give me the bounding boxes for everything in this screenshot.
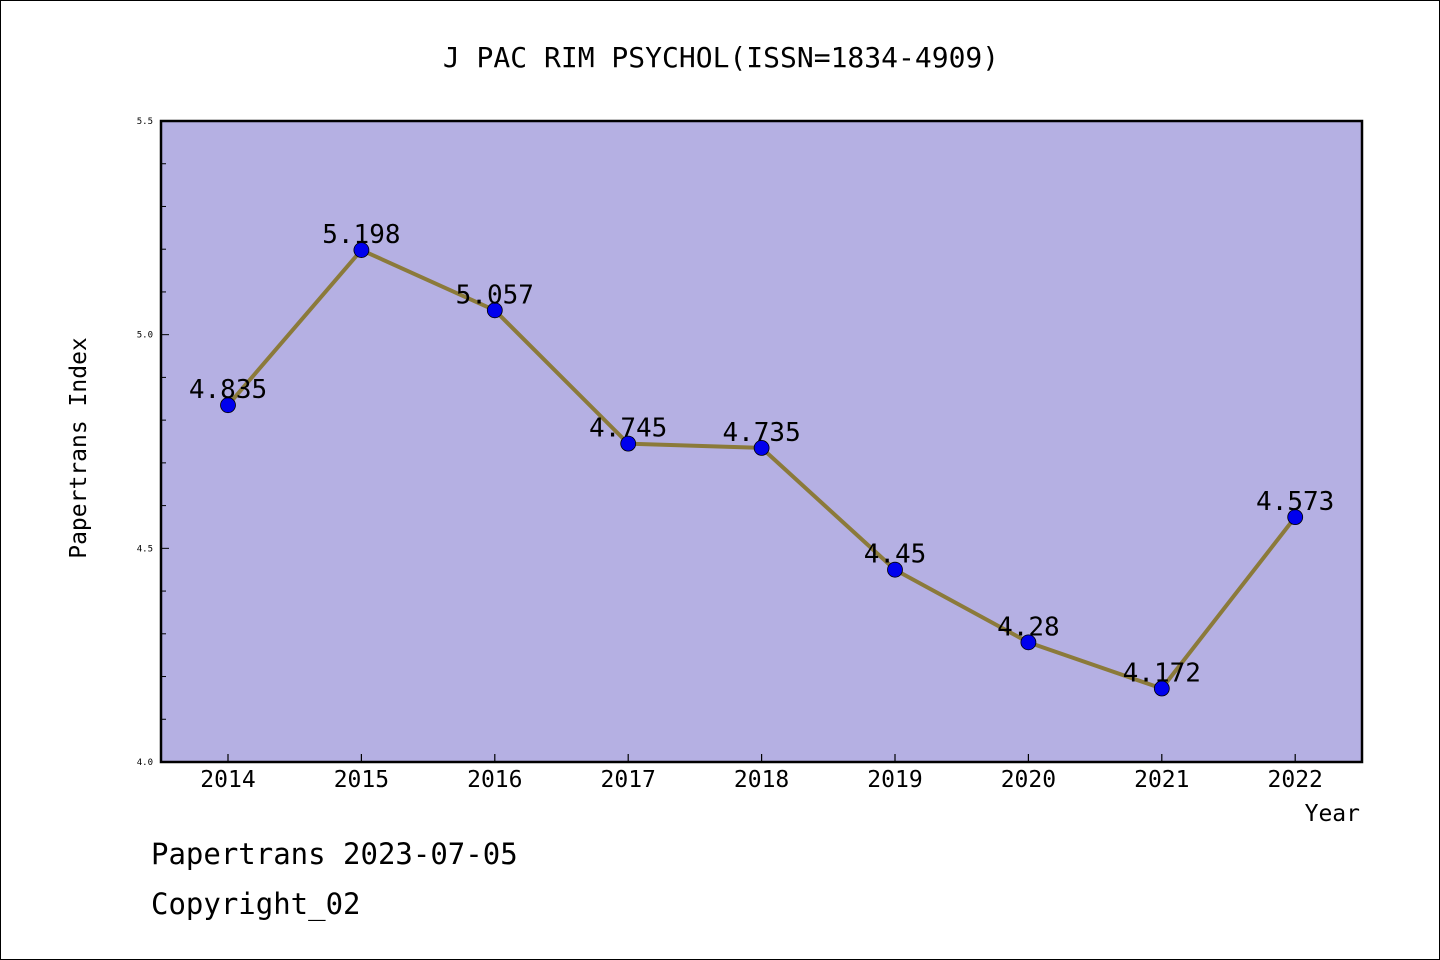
data-point: [887, 561, 903, 578]
data-points: [220, 242, 1304, 697]
data-label: 5.057: [456, 280, 534, 310]
data-label: 4.172: [1123, 658, 1201, 688]
data-point: [1020, 634, 1037, 651]
data-point: [620, 435, 637, 452]
y-axis-label: Papertrans Index: [66, 337, 92, 559]
data-point: [1153, 680, 1170, 697]
data-label: 4.745: [589, 414, 667, 444]
data-label: 4.28: [997, 612, 1060, 642]
data-label: 5.198: [322, 220, 400, 250]
data-point: [353, 242, 370, 258]
x-tick-label: 2017: [601, 767, 656, 793]
data-labels: 4.835 5.198 5.057 4.745 4.735 4.45 4.28 4.172 4.…: [189, 220, 1334, 688]
x-tick-label: 2018: [734, 767, 789, 793]
y-tick-label: 4.0: [137, 758, 153, 768]
x-tick-label: 2016: [467, 767, 522, 793]
x-axis-label: Year: [1305, 801, 1360, 827]
x-tick-label: 2014: [200, 767, 255, 793]
data-label: 4.835: [189, 375, 267, 405]
data-point: [753, 440, 770, 456]
data-point: [220, 397, 236, 414]
chart-title: J PAC RIM PSYCHOL(ISSN=1834-4909): [443, 41, 999, 74]
y-axis: 4.0 4.5 5.0 5.5: [137, 117, 169, 768]
data-label: 4.735: [722, 418, 800, 448]
x-tick-label: 2020: [1001, 767, 1056, 793]
data-label: 4.45: [864, 540, 927, 570]
data-label: 4.573: [1256, 487, 1334, 517]
footer-copyright-text: Copyright_02: [151, 887, 361, 921]
x-tick-label: 2021: [1134, 767, 1189, 793]
x-tick-label: 2019: [867, 767, 922, 793]
y-tick-label: 5.5: [137, 117, 153, 127]
x-tick-label: 2015: [334, 767, 389, 793]
data-point: [486, 302, 503, 319]
data-point: [1287, 509, 1304, 526]
footer-date-text: Papertrans 2023-07-05: [151, 837, 518, 871]
x-axis: 2014 2015 2016 2017 2018 2019 2020 2021 2022: [200, 754, 1323, 793]
y-tick-label: 4.5: [137, 544, 153, 554]
y-tick-label: 5.0: [137, 331, 153, 341]
x-tick-label: 2022: [1268, 767, 1323, 793]
